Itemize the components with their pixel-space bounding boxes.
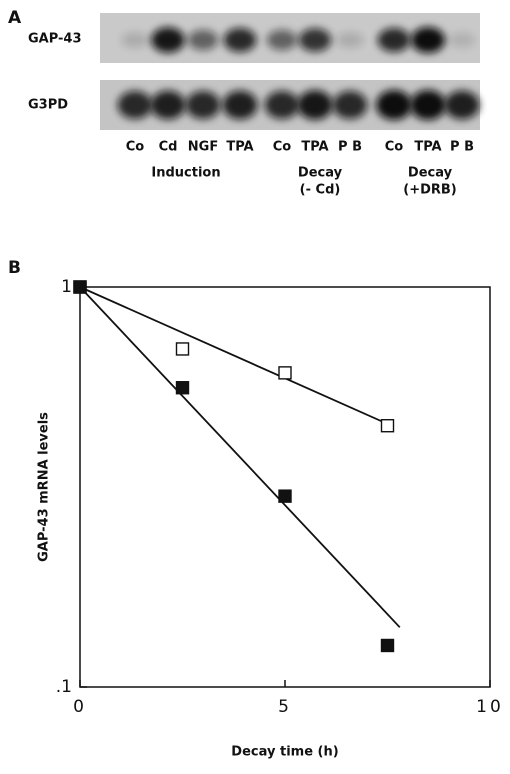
lane-label: Co [385,140,404,155]
marker [279,367,291,379]
row-label: GAP-43 [28,32,82,47]
marker [382,639,394,651]
plot-frame [80,287,490,687]
band [222,91,257,120]
marker [74,281,86,293]
figure: A GAP-43 G3PD B Decay time (h) GAP-43 mR… [0,0,510,774]
marker [177,343,189,355]
page: A GAP-43 G3PD B Decay time (h) GAP-43 mR… [0,0,510,774]
band [150,91,185,120]
panel-label: B [8,258,21,278]
band [299,28,331,52]
row-label: G3PD [28,98,68,113]
x-axis-label: Decay time (h) [231,745,338,760]
band [376,90,412,120]
band [267,30,297,51]
band [118,91,153,119]
band [188,30,218,51]
y-tick-label: .1 [56,677,72,697]
group-label: Induction [151,166,220,181]
fit-line [80,287,392,426]
marker [382,420,394,432]
band [151,27,185,52]
lane-label: TPA [226,140,253,155]
lane-label: TPA [414,140,441,155]
lane-label: P B [450,140,474,155]
x-tick-label: 10 [476,697,504,717]
band [297,90,333,119]
y-axis-label: GAP-43 mRNA levels [37,412,52,562]
group-label: Decay [298,166,343,181]
band [444,91,479,120]
panel-label: A [8,8,22,28]
group-label: Decay [408,166,453,181]
lane-label: NGF [188,140,218,155]
marker [177,382,189,394]
y-tick-label: 1 [61,277,72,297]
band [411,27,445,53]
band [378,28,411,52]
fit-line [80,287,400,627]
lane-label: Co [273,140,292,155]
x-tick-label: 5 [278,697,292,717]
x-tick-label: 0 [73,697,87,717]
lane-label: Cd [159,140,178,155]
band [333,91,368,119]
lane-label: P B [338,140,362,155]
band [449,32,476,47]
band [410,90,446,120]
band [224,28,257,52]
band [265,91,300,119]
band [186,91,221,119]
lane-label: TPA [301,140,328,155]
group-label: (+DRB) [403,183,457,198]
marker [279,490,291,502]
lane-label: Co [126,140,145,155]
group-label: (- Cd) [300,183,341,198]
band [336,32,363,48]
band [121,32,148,48]
